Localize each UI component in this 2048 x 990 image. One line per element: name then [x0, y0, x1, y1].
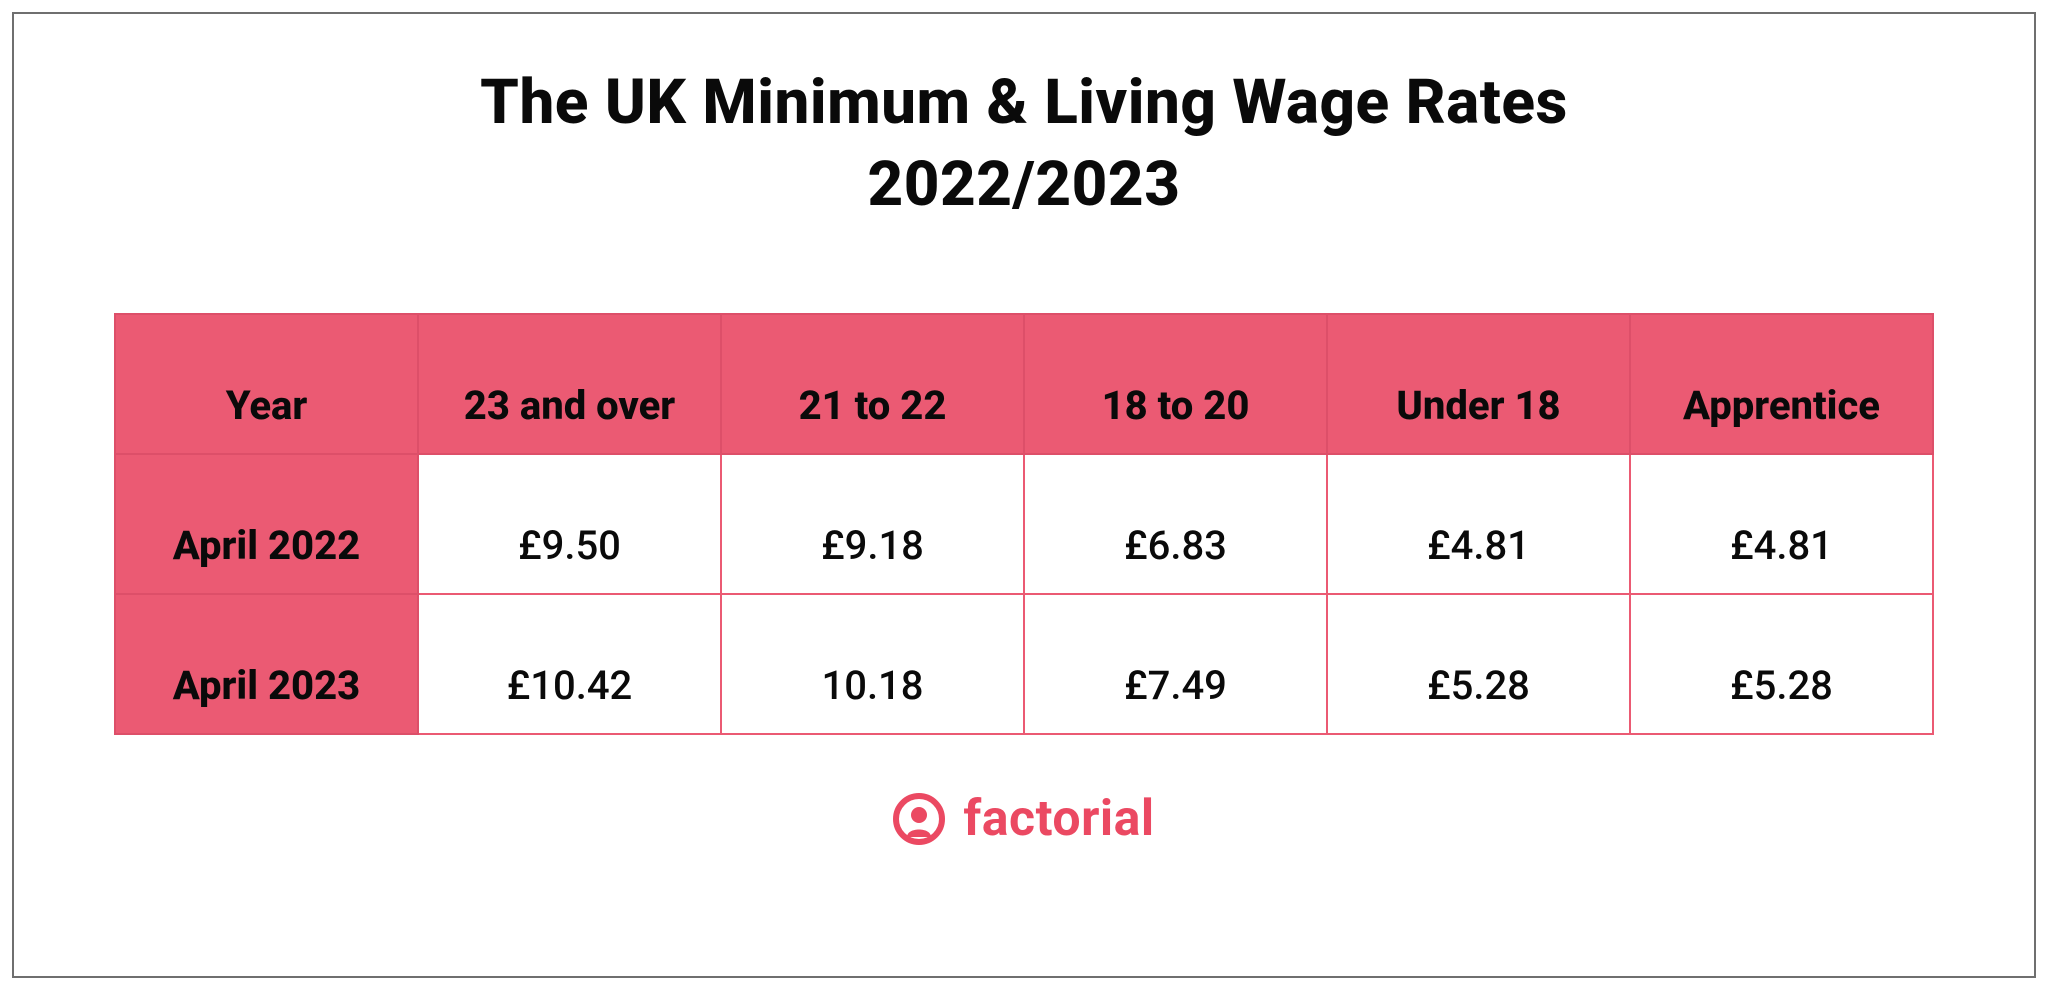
cell: £4.81 — [1327, 454, 1630, 594]
cell: £9.18 — [721, 454, 1024, 594]
table-row: April 2023 £10.42 10.18 £7.49 £5.28 £5.2… — [115, 594, 1933, 734]
cell: £7.49 — [1024, 594, 1327, 734]
col-under-18: Under 18 — [1327, 314, 1630, 454]
row-label-2022: April 2022 — [115, 454, 418, 594]
cell: 10.18 — [721, 594, 1024, 734]
cell: £10.42 — [418, 594, 721, 734]
table-header-row: Year 23 and over 21 to 22 18 to 20 Under… — [115, 314, 1933, 454]
factorial-mark-icon — [893, 793, 945, 845]
cell: £5.28 — [1327, 594, 1630, 734]
brand-logo: factorial — [893, 790, 1154, 848]
col-apprentice: Apprentice — [1630, 314, 1933, 454]
wage-table-container: Year 23 and over 21 to 22 18 to 20 Under… — [114, 313, 1934, 735]
col-21-22: 21 to 22 — [721, 314, 1024, 454]
cell: £4.81 — [1630, 454, 1933, 594]
wage-table: Year 23 and over 21 to 22 18 to 20 Under… — [114, 313, 1934, 735]
brand-name: factorial — [963, 790, 1154, 848]
col-year: Year — [115, 314, 418, 454]
title-line-2: 2022/2023 — [480, 146, 1568, 224]
cell: £6.83 — [1024, 454, 1327, 594]
page-title: The UK Minimum & Living Wage Rates 2022/… — [480, 64, 1568, 223]
row-label-2023: April 2023 — [115, 594, 418, 734]
cell: £9.50 — [418, 454, 721, 594]
title-line-1: The UK Minimum & Living Wage Rates — [480, 64, 1568, 142]
content-frame: The UK Minimum & Living Wage Rates 2022/… — [12, 12, 2036, 978]
table-row: April 2022 £9.50 £9.18 £6.83 £4.81 £4.81 — [115, 454, 1933, 594]
col-23-over: 23 and over — [418, 314, 721, 454]
cell: £5.28 — [1630, 594, 1933, 734]
col-18-20: 18 to 20 — [1024, 314, 1327, 454]
